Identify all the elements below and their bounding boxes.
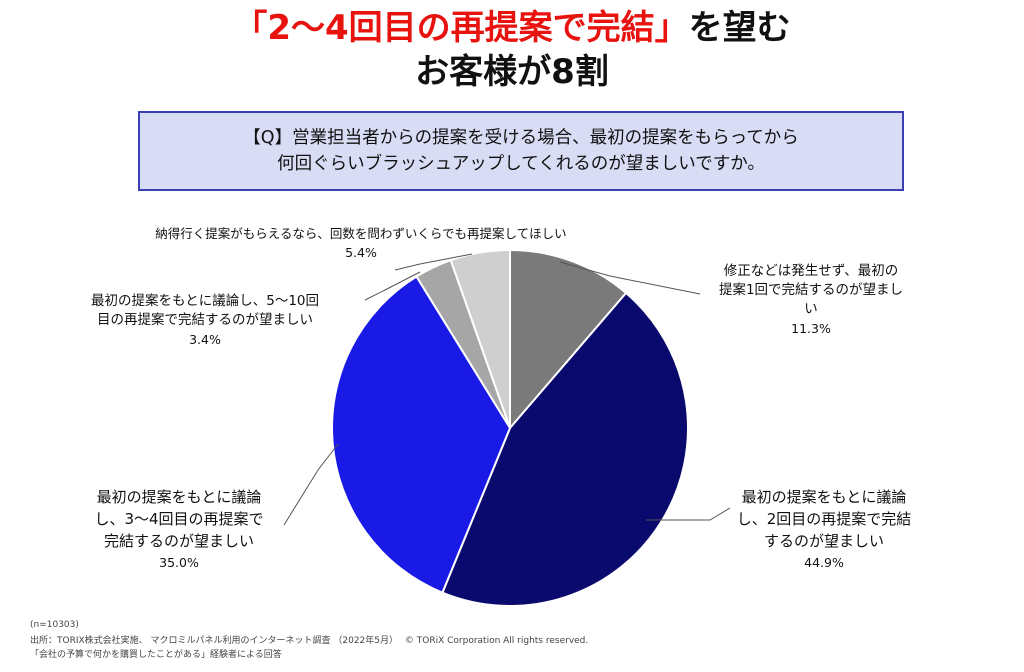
slice-value-s5: 5.4% <box>345 245 377 260</box>
respondent-note: 「会社の予算で何かを購買したことがある」経験者による回答 <box>30 650 282 660</box>
pie-slice-5 <box>449 248 511 429</box>
slice-label-s5-line1: 納得行く提案がもらえるなら、回数を問わずいくらでも再提案してほしい <box>155 226 567 241</box>
slice-value-s2: 44.9% <box>804 555 844 570</box>
question-box: 【Q】営業担当者からの提案を受ける場合、最初の提案をもらってから 何回ぐらいブラ… <box>138 111 904 191</box>
title-highlight: 「2〜4回目の再提案で完結」 <box>233 8 689 48</box>
slice-label-s1-line3: い <box>804 301 818 317</box>
slice-label-s1: 修正などは発生せず、最初の 提案1回で完結するのが望まし い 11.3% <box>696 262 926 338</box>
sample-size: (n=10303) <box>30 620 79 630</box>
slice-value-s3: 35.0% <box>159 555 199 570</box>
slice-label-s3-line3: 完結するのが望ましい <box>103 532 254 550</box>
pie-slice-2 <box>441 291 689 607</box>
slice-value-s4: 3.4% <box>189 332 221 347</box>
leader-line-s1 <box>559 261 701 295</box>
chart-title: 「2〜4回目の再提案で完結」を望む お客様が8割 <box>0 6 1024 94</box>
slice-label-s4-line2: 目の再提案で完結するのが望ましい <box>97 312 313 328</box>
slice-label-s2-line3: するのが望ましい <box>763 532 884 550</box>
slice-label-s4-line1: 最初の提案をもとに議論し、5〜10回 <box>91 293 319 309</box>
title-suffix: を望む <box>688 8 791 48</box>
question-line2: 何回ぐらいブラッシュアップしてくれるのが望ましいですか。 <box>277 154 765 174</box>
slice-label-s2: 最初の提案をもとに議論 し、2回目の再提案で完結 するのが望ましい 44.9% <box>724 486 924 574</box>
slice-label-s3: 最初の提案をもとに議論 し、3〜4回目の再提案で 完結するのが望ましい 35.0… <box>74 486 284 574</box>
title-line2: お客様が8割 <box>415 52 609 92</box>
slice-value-s1: 11.3% <box>791 321 831 336</box>
leader-line-s5 <box>394 253 473 271</box>
slice-label-s4: 最初の提案をもとに議論し、5〜10回 目の再提案で完結するのが望ましい 3.4% <box>60 292 350 349</box>
leader-line-s2 <box>646 507 731 521</box>
copyright-text: © TORiX Corporation All rights reserved. <box>404 636 589 646</box>
question-line1: 【Q】営業担当者からの提案を受ける場合、最初の提案をもらってから <box>243 128 799 148</box>
source-text: 出所：TORIX株式会社実施、 マクロミルパネル利用のインターネット調査 （20… <box>30 636 399 646</box>
source-line: 出所：TORIX株式会社実施、 マクロミルパネル利用のインターネット調査 （20… <box>30 635 588 648</box>
leader-line-s4 <box>364 271 421 301</box>
leader-line-s3 <box>283 443 339 526</box>
pie-slice-1 <box>509 248 628 431</box>
slice-label-s3-line2: し、3〜4回目の再提案で <box>94 510 264 528</box>
slice-label-s5: 納得行く提案がもらえるなら、回数を問わずいくらでも再提案してほしい 5.4% <box>126 224 596 262</box>
slice-label-s2-line2: し、2回目の再提案で完結 <box>736 510 912 528</box>
slice-label-s1-line1: 修正などは発生せず、最初の <box>723 263 899 279</box>
slice-label-s3-line1: 最初の提案をもとに議論 <box>96 488 262 506</box>
slice-label-s2-line1: 最初の提案をもとに議論 <box>741 488 907 506</box>
slice-label-s1-line2: 提案1回で完結するのが望まし <box>718 282 904 298</box>
pie-slice-3 <box>331 275 512 594</box>
